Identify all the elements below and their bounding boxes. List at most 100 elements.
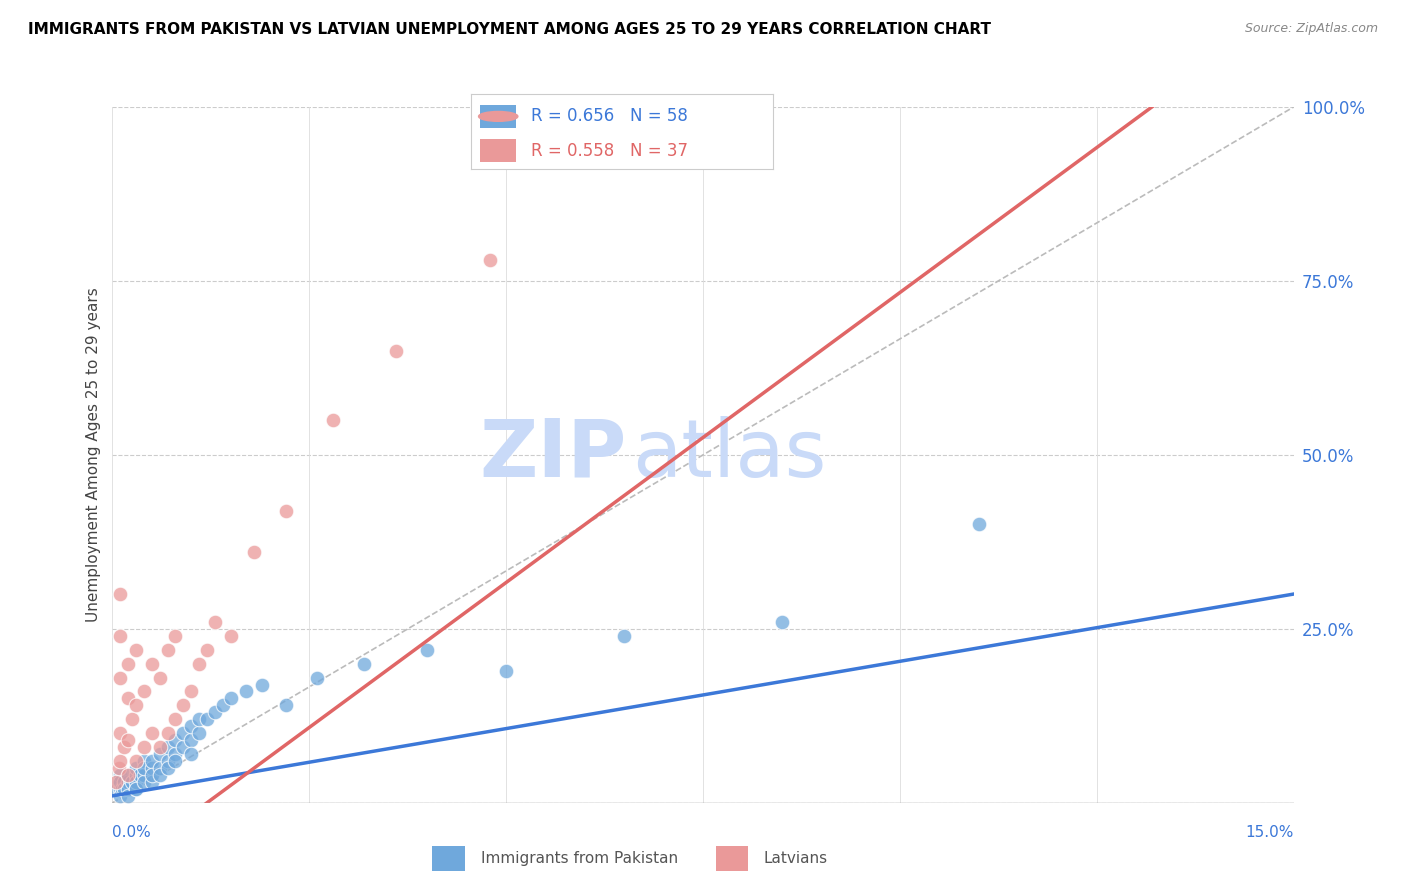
Point: [110, 789, 132, 803]
FancyBboxPatch shape: [716, 847, 748, 871]
Point: [110, 768, 132, 782]
Point: [125, 768, 148, 782]
Point: [125, 781, 148, 796]
Point: [219, 629, 242, 643]
Point: [274, 698, 297, 713]
Point: [250, 677, 273, 691]
Point: [495, 664, 517, 678]
Y-axis label: Unemployment Among Ages 25 to 29 years: Unemployment Among Ages 25 to 29 years: [86, 287, 101, 623]
Point: [235, 684, 257, 698]
Point: [117, 775, 139, 789]
Text: Source: ZipAtlas.com: Source: ZipAtlas.com: [1244, 22, 1378, 36]
Text: 15.0%: 15.0%: [1246, 825, 1294, 840]
Point: [307, 671, 329, 685]
Point: [149, 740, 172, 755]
Circle shape: [478, 112, 517, 121]
Text: R = 0.656   N = 58: R = 0.656 N = 58: [531, 107, 689, 126]
Point: [105, 781, 128, 796]
Point: [110, 629, 132, 643]
Point: [112, 740, 135, 755]
Point: [117, 768, 139, 782]
Point: [141, 768, 163, 782]
Point: [125, 754, 148, 768]
Point: [117, 691, 139, 706]
Point: [149, 761, 172, 775]
Point: [165, 754, 187, 768]
Point: [117, 781, 139, 796]
Text: R = 0.558   N = 37: R = 0.558 N = 37: [531, 142, 689, 160]
Text: Immigrants from Pakistan: Immigrants from Pakistan: [481, 851, 678, 866]
Point: [125, 642, 148, 657]
Point: [172, 698, 194, 713]
FancyBboxPatch shape: [433, 847, 464, 871]
Point: [125, 775, 148, 789]
Point: [107, 775, 129, 789]
Point: [141, 775, 163, 789]
Text: Latvians: Latvians: [763, 851, 828, 866]
Point: [132, 761, 155, 775]
Point: [110, 781, 132, 796]
Point: [132, 740, 155, 755]
Text: IMMIGRANTS FROM PAKISTAN VS LATVIAN UNEMPLOYMENT AMONG AGES 25 TO 29 YEARS CORRE: IMMIGRANTS FROM PAKISTAN VS LATVIAN UNEM…: [28, 22, 991, 37]
Point: [195, 642, 218, 657]
Point: [385, 343, 408, 358]
Point: [117, 768, 139, 782]
Point: [195, 712, 218, 726]
Point: [132, 775, 155, 789]
Point: [149, 768, 172, 782]
Point: [172, 726, 194, 740]
Point: [129, 768, 152, 782]
Point: [117, 733, 139, 747]
Point: [165, 629, 187, 643]
Point: [125, 781, 148, 796]
Point: [165, 733, 187, 747]
Point: [117, 789, 139, 803]
Point: [156, 726, 179, 740]
Point: [353, 657, 375, 671]
Point: [204, 615, 226, 629]
Point: [105, 775, 128, 789]
Point: [141, 657, 163, 671]
Point: [132, 684, 155, 698]
Point: [110, 726, 132, 740]
Point: [111, 781, 134, 796]
Point: [125, 698, 148, 713]
Point: [156, 754, 179, 768]
Text: ZIP: ZIP: [479, 416, 626, 494]
Point: [121, 712, 143, 726]
Point: [274, 503, 297, 517]
Point: [125, 761, 148, 775]
Point: [141, 726, 163, 740]
Point: [112, 781, 135, 796]
Point: [149, 671, 172, 685]
Point: [479, 253, 502, 268]
Point: [204, 706, 226, 720]
Point: [132, 754, 155, 768]
Point: [188, 726, 211, 740]
Text: atlas: atlas: [633, 416, 827, 494]
Point: [165, 747, 187, 761]
FancyBboxPatch shape: [479, 139, 516, 161]
Point: [219, 691, 242, 706]
FancyBboxPatch shape: [479, 105, 516, 128]
Point: [110, 671, 132, 685]
Point: [156, 740, 179, 755]
Point: [117, 657, 139, 671]
Point: [112, 775, 135, 789]
Point: [770, 615, 793, 629]
Point: [416, 642, 439, 657]
Point: [156, 761, 179, 775]
Point: [180, 684, 202, 698]
Point: [180, 719, 202, 733]
Point: [322, 413, 344, 427]
Point: [107, 761, 129, 775]
Point: [149, 747, 172, 761]
Point: [110, 775, 132, 789]
Point: [110, 587, 132, 601]
Point: [132, 768, 155, 782]
Point: [613, 629, 636, 643]
Point: [110, 754, 132, 768]
Point: [165, 712, 187, 726]
Point: [172, 740, 194, 755]
Point: [180, 733, 202, 747]
